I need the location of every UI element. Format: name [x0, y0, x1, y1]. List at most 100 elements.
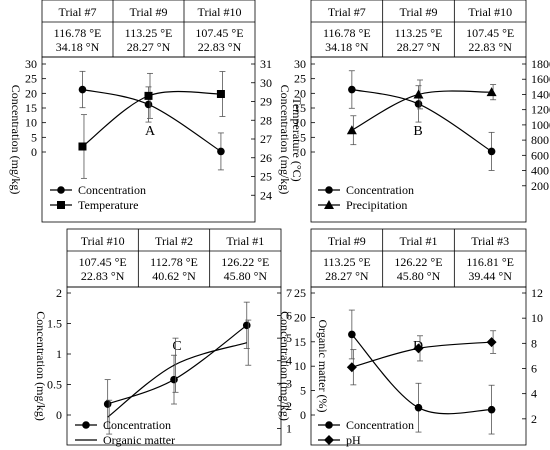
trial-longitude: 126.22 °E [394, 255, 442, 269]
right-tick-label: 7 [286, 286, 292, 300]
y-axis-label: Concentration (mg/kg) [9, 85, 23, 195]
y2-axis-label: Temperature (°C) [290, 97, 304, 181]
trial-longitude: 113.25 °E [323, 255, 371, 269]
y-axis-label: Concentration (mg/kg) [278, 85, 292, 195]
series-line-concentration [351, 88, 492, 152]
trial-name: Trial #10 [198, 5, 242, 19]
trial-longitude: 113.25 °E [395, 26, 443, 40]
data-point-precipitation [413, 89, 424, 99]
trial-name: Trial #9 [328, 234, 366, 248]
plot-frame [41, 56, 256, 223]
data-point-concentration [414, 403, 423, 412]
data-point-concentration [487, 405, 496, 414]
right-tick-label: 1800 [531, 57, 550, 71]
data-point-concentration [170, 375, 178, 384]
left-tick-label: 5 [31, 130, 37, 144]
left-tick-label: 30 [25, 57, 37, 71]
legend-swatch-marker [324, 200, 334, 209]
panel-label: B [413, 124, 422, 139]
data-point-ph [413, 343, 424, 354]
trial-longitude: 112.78 °E [150, 255, 198, 269]
panel-label: C [172, 339, 181, 354]
trial-longitude: 116.81 °E [466, 255, 514, 269]
left-tick-label: 10 [25, 116, 37, 130]
trial-longitude: 107.45 °E [466, 26, 514, 40]
legend-swatch-marker [82, 421, 90, 429]
legend-swatch-marker [57, 186, 65, 194]
y2-axis-label: Organic matter (%) [316, 319, 330, 412]
trial-latitude: 28.27 °N [397, 40, 441, 54]
trial-latitude: 22.83 °N [198, 40, 242, 54]
right-tick-label: 29 [260, 95, 272, 109]
left-tick-label: 15 [294, 101, 306, 115]
right-tick-label: 24 [260, 188, 272, 202]
plot-frame [310, 56, 527, 223]
left-tick-label: 15 [25, 101, 37, 115]
left-tick-label: 25 [294, 72, 306, 86]
left-tick-label: 1.5 [47, 317, 62, 331]
left-tick-label: 1 [56, 347, 62, 361]
trial-longitude: 116.78 °E [323, 26, 371, 40]
trial-longitude: 107.45 °E [79, 255, 127, 269]
data-point-concentration [348, 330, 356, 339]
right-tick-label: 28 [260, 113, 272, 127]
legend-label: Temperature [78, 198, 138, 212]
data-point-concentration [348, 85, 356, 94]
left-tick-label: 0 [300, 145, 306, 159]
legend-label: pH [346, 433, 361, 447]
right-tick-label: 3 [286, 376, 292, 390]
left-tick-label: 20 [294, 310, 306, 324]
trial-name: Trial #9 [130, 5, 168, 19]
right-tick-label: 1400 [531, 87, 550, 101]
trial-longitude: 107.45 °E [195, 26, 243, 40]
legend-label: Concentration [78, 183, 146, 197]
data-point-ph [346, 362, 357, 373]
legend-label: Organic matter [103, 433, 175, 447]
right-tick-label: 400 [531, 164, 549, 178]
right-tick-label: 2 [531, 412, 537, 426]
data-point-temperature [216, 90, 225, 98]
data-point-temperature [144, 91, 153, 100]
left-tick-label: 30 [294, 57, 306, 71]
trial-longitude: 126.22 °E [221, 255, 269, 269]
data-point-concentration [78, 85, 87, 94]
right-tick-label: 27 [260, 132, 272, 146]
legend-swatch-marker [57, 201, 65, 209]
data-point-concentration [487, 147, 496, 156]
right-tick-label: 1600 [531, 72, 550, 86]
trial-latitude: 28.27 °N [325, 269, 369, 283]
left-tick-label: 25 [25, 72, 37, 86]
data-point-concentration [144, 100, 153, 109]
trial-name: Trial #1 [226, 234, 264, 248]
panel-b: Trial #7 116.78 °E34.18 °N Trial #9 113.25 … [278, 0, 550, 223]
right-tick-label: 6 [286, 309, 292, 323]
left-tick-label: 10 [294, 116, 306, 130]
left-tick-label: 25 [294, 286, 306, 300]
trial-latitude: 40.62 °N [152, 269, 196, 283]
right-tick-label: 600 [531, 148, 549, 162]
left-tick-label: 15 [294, 335, 306, 349]
series-line-organic-matter [107, 342, 247, 418]
data-point-ph [486, 337, 497, 348]
trial-name: Trial #7 [59, 5, 97, 19]
right-tick-label: 4 [286, 354, 292, 368]
legend-swatch-marker [325, 186, 333, 194]
legend-swatch-marker [325, 421, 333, 429]
legend-swatch-marker [324, 435, 334, 445]
right-tick-label: 30 [260, 76, 272, 90]
right-tick-label: 800 [531, 133, 549, 147]
right-tick-label: 200 [531, 179, 549, 193]
left-tick-label: 0 [56, 408, 62, 422]
data-point-concentration [217, 147, 225, 156]
plot-frame [66, 286, 282, 446]
trial-latitude: 45.80 °N [224, 269, 268, 283]
trial-name: Trial #9 [400, 5, 438, 19]
panel-label: A [145, 124, 156, 139]
right-tick-label: 5 [286, 331, 292, 345]
trial-latitude: 34.18 °N [56, 40, 100, 54]
right-tick-label: 6 [531, 362, 537, 376]
right-tick-label: 12 [531, 286, 543, 300]
left-tick-label: 0.5 [47, 378, 62, 392]
trial-name: Trial #7 [328, 5, 366, 19]
